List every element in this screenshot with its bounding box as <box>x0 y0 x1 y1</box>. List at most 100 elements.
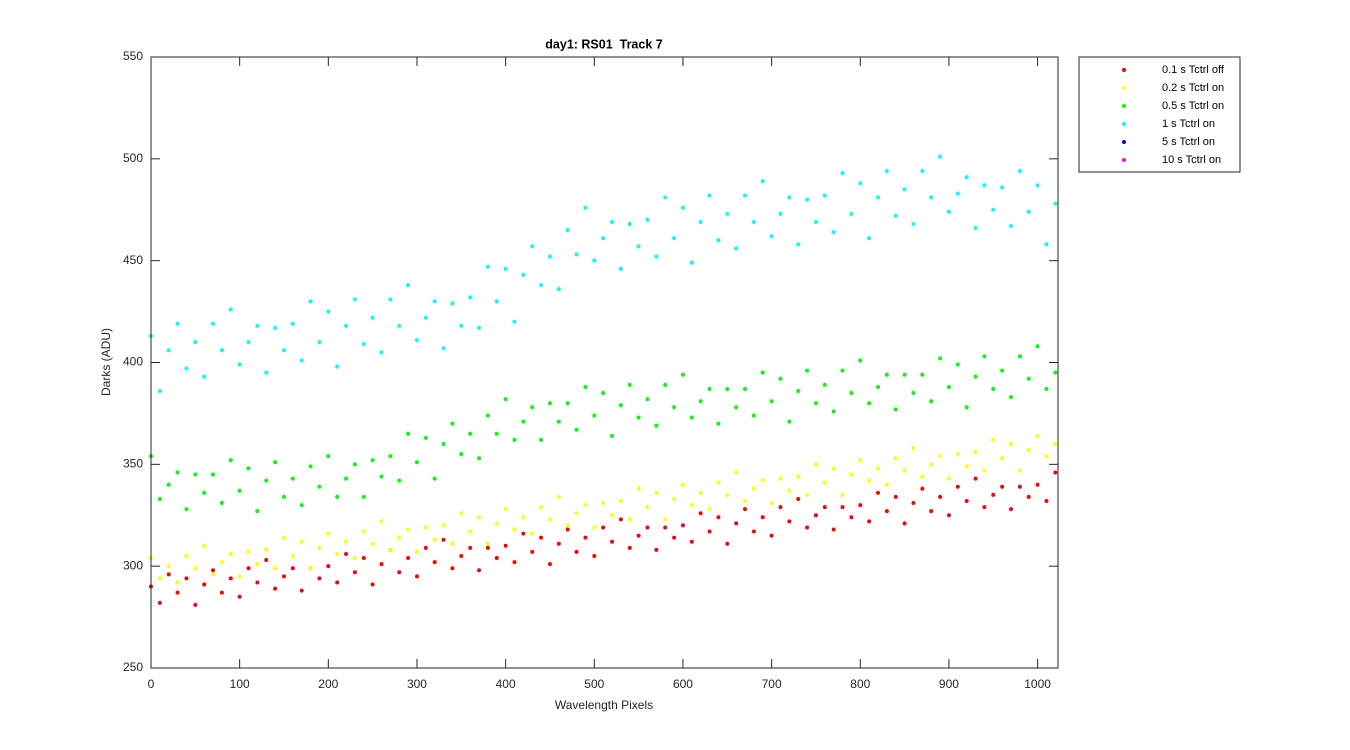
point <box>335 551 340 556</box>
point <box>583 503 588 508</box>
point <box>813 219 818 224</box>
point <box>388 547 393 552</box>
point <box>530 549 535 554</box>
point <box>636 533 641 538</box>
y-tick-label: 450 <box>123 253 143 267</box>
point <box>787 419 792 424</box>
point <box>574 427 579 432</box>
point <box>512 319 517 324</box>
point <box>574 549 579 554</box>
point <box>610 433 615 438</box>
point <box>468 295 473 300</box>
point <box>636 415 641 420</box>
point <box>273 460 278 465</box>
point <box>902 521 907 526</box>
point <box>698 511 703 516</box>
point <box>175 321 180 326</box>
point <box>1017 169 1022 174</box>
point <box>1017 484 1022 489</box>
point <box>308 464 313 469</box>
point <box>255 509 260 514</box>
point <box>423 435 428 440</box>
point <box>352 462 357 467</box>
point <box>902 468 907 473</box>
x-axis-label: Wavelength Pixels <box>555 698 653 712</box>
point <box>689 539 694 544</box>
point <box>556 494 561 499</box>
point <box>166 564 171 569</box>
point <box>299 588 304 593</box>
point <box>592 413 597 418</box>
point <box>698 490 703 495</box>
point <box>689 260 694 265</box>
point <box>370 458 375 463</box>
point <box>743 507 748 512</box>
point <box>680 205 685 210</box>
point <box>1044 498 1049 503</box>
point <box>290 476 295 481</box>
point <box>299 539 304 544</box>
point <box>1000 456 1005 461</box>
point <box>610 539 615 544</box>
x-tick-label: 500 <box>584 677 604 691</box>
point <box>459 553 464 558</box>
point <box>955 191 960 196</box>
x-tick-label: 0 <box>148 677 155 691</box>
point <box>769 234 774 239</box>
point <box>414 460 419 465</box>
point <box>477 568 482 573</box>
point <box>751 413 756 418</box>
point <box>530 405 535 410</box>
point <box>858 181 863 186</box>
point <box>184 507 189 512</box>
point <box>228 307 233 312</box>
point <box>938 154 943 159</box>
point <box>193 340 198 345</box>
point <box>228 576 233 581</box>
point <box>335 494 340 499</box>
point <box>787 488 792 493</box>
point <box>530 244 535 249</box>
point <box>645 505 650 510</box>
x-tick-label: 100 <box>230 677 250 691</box>
point <box>1009 507 1014 512</box>
point <box>725 541 730 546</box>
point <box>654 490 659 495</box>
point <box>1026 494 1031 499</box>
point <box>734 470 739 475</box>
point <box>929 195 934 200</box>
point <box>166 572 171 577</box>
point <box>751 219 756 224</box>
point <box>361 494 366 499</box>
point <box>317 340 322 345</box>
point <box>450 421 455 426</box>
point <box>494 556 499 561</box>
point <box>1026 376 1031 381</box>
point <box>193 472 198 477</box>
point <box>991 437 996 442</box>
point <box>929 509 934 514</box>
point <box>494 521 499 526</box>
point <box>157 389 162 394</box>
point <box>397 323 402 328</box>
point <box>406 556 411 561</box>
point <box>361 556 366 561</box>
y-axis-label: Darks (ADU) <box>99 328 113 396</box>
point <box>237 574 242 579</box>
point <box>211 568 216 573</box>
point <box>521 272 526 277</box>
point <box>911 501 916 506</box>
point <box>618 517 623 522</box>
y-tick-label: 350 <box>123 457 143 471</box>
point <box>414 338 419 343</box>
point <box>565 527 570 532</box>
point <box>450 541 455 546</box>
point <box>352 556 357 561</box>
point <box>867 236 872 241</box>
point <box>477 515 482 520</box>
point <box>778 476 783 481</box>
point <box>352 570 357 575</box>
point <box>1044 454 1049 459</box>
point <box>902 187 907 192</box>
point <box>574 252 579 257</box>
